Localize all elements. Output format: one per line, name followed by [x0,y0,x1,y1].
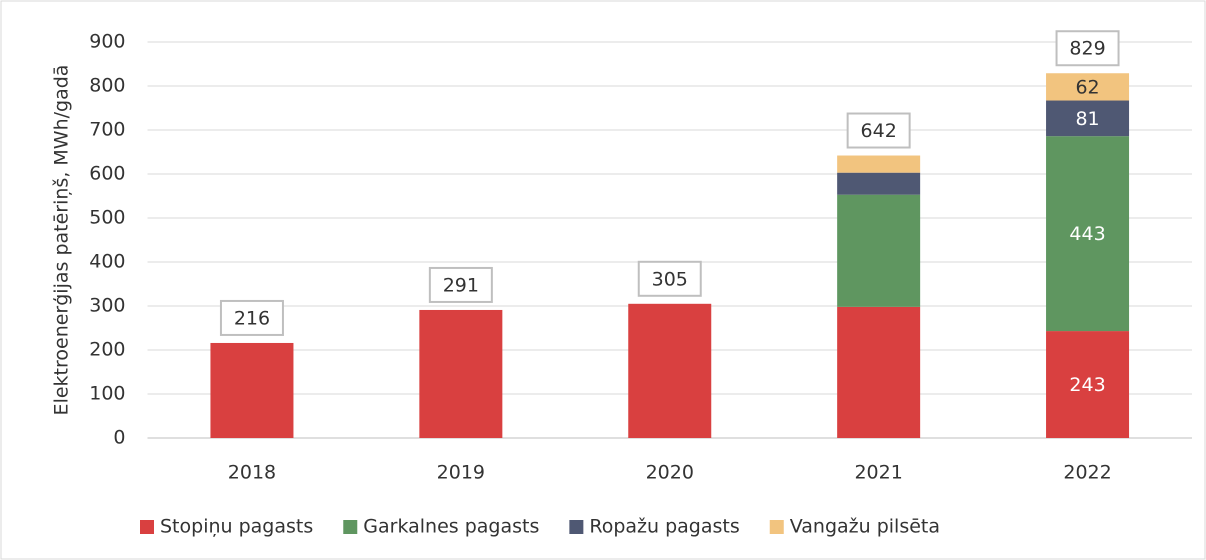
data-label: 443 [1069,223,1105,245]
legend-swatch [769,520,784,534]
total-label: 291 [443,274,479,296]
legend-swatch [569,520,584,534]
y-tick-label: 800 [89,75,125,97]
bar-segment [210,342,294,438]
bar-segment [837,172,921,195]
y-tick-label: 100 [89,383,125,405]
y-tick-label: 500 [89,207,125,229]
y-tick-label: 900 [89,31,125,53]
bar-segment [628,303,712,438]
legend-label: Stopiņu pagasts [160,516,313,538]
bar-segment [1046,73,1130,101]
x-tick-label: 2018 [228,462,276,484]
bar-segment [837,155,921,173]
legend-label: Ropažu pagasts [589,516,739,538]
total-label-box [637,260,702,297]
y-tick-label: 0 [113,427,125,449]
y-axis-label: Elektroenerģijas patēriņš, MWh/gadā [51,65,73,416]
total-label: 829 [1069,38,1105,60]
total-label-box [1055,30,1120,67]
bar-segment [837,306,921,438]
y-tick-label: 600 [89,163,125,185]
legend-swatch [343,520,358,534]
total-label-box [846,112,911,149]
y-tick-label: 200 [89,339,125,361]
x-tick-label: 2020 [646,462,694,484]
data-label: 243 [1069,374,1105,396]
data-label: 81 [1075,108,1099,130]
y-tick-label: 700 [89,119,125,141]
bar-segment [1046,331,1130,438]
bar-segment [837,194,921,307]
y-tick-label: 400 [89,251,125,273]
bar-segment [419,309,503,438]
total-label-box [428,266,493,303]
y-tick-label: 300 [89,295,125,317]
total-label-box [219,299,284,336]
legend-label: Vangažu pilsēta [790,516,940,538]
x-tick-label: 2021 [854,462,902,484]
total-label: 642 [861,120,897,142]
legend-swatch [140,520,154,534]
total-label: 305 [652,268,688,290]
legend-label: Garkalnes pagasts [363,516,539,538]
x-tick-label: 2019 [437,462,485,484]
bar-segment [1046,100,1130,137]
bar-segment [1046,136,1130,332]
x-tick-label: 2022 [1063,462,1111,484]
total-label: 216 [234,307,270,329]
data-label: 62 [1075,76,1099,98]
